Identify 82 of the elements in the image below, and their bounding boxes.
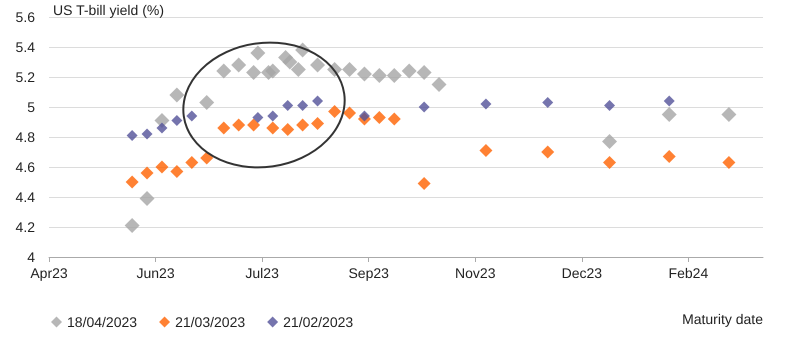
x-tick-label: Apr23 bbox=[30, 265, 68, 281]
point bbox=[170, 165, 184, 178]
y-tick-label: 4.8 bbox=[16, 129, 36, 145]
point bbox=[312, 96, 324, 106]
y-tick-label: 4.2 bbox=[16, 219, 36, 235]
point bbox=[722, 156, 736, 169]
point bbox=[290, 62, 306, 77]
point bbox=[140, 191, 155, 206]
point bbox=[281, 123, 294, 136]
point bbox=[662, 107, 677, 122]
point bbox=[199, 95, 214, 110]
y-tick-label: 5.6 bbox=[16, 9, 36, 25]
point bbox=[479, 144, 492, 157]
point bbox=[169, 88, 184, 102]
point bbox=[232, 118, 246, 132]
point bbox=[343, 106, 356, 120]
point bbox=[311, 117, 324, 130]
point bbox=[282, 54, 298, 70]
point bbox=[282, 100, 294, 111]
point bbox=[418, 177, 431, 190]
point bbox=[372, 68, 387, 83]
point bbox=[386, 68, 402, 83]
x-tick-label: Dec23 bbox=[562, 265, 602, 281]
point bbox=[252, 112, 264, 123]
point bbox=[664, 96, 675, 106]
point bbox=[247, 118, 260, 132]
point bbox=[388, 112, 401, 126]
point bbox=[246, 65, 262, 80]
point bbox=[542, 97, 554, 108]
point bbox=[155, 160, 168, 174]
point bbox=[480, 98, 492, 110]
y-tick-label: 4 bbox=[27, 249, 36, 265]
point bbox=[217, 122, 230, 134]
point bbox=[402, 64, 417, 78]
point bbox=[266, 122, 280, 134]
x-tick-label: Sep23 bbox=[348, 265, 390, 281]
point bbox=[372, 111, 386, 124]
point bbox=[267, 110, 278, 122]
point bbox=[297, 100, 308, 111]
legend-label: 21/02/2023 bbox=[283, 314, 354, 330]
x-tick-label: Feb24 bbox=[668, 265, 708, 281]
x-tick-label: Jun23 bbox=[136, 265, 175, 281]
y-tick-label: 5.2 bbox=[16, 69, 36, 85]
point bbox=[265, 64, 280, 78]
point bbox=[200, 152, 214, 164]
y-tick-label: 4.4 bbox=[16, 189, 36, 205]
y-tick-label: 5.4 bbox=[16, 39, 36, 55]
point bbox=[250, 46, 266, 60]
point bbox=[356, 66, 372, 82]
point bbox=[721, 107, 736, 122]
point bbox=[171, 115, 182, 126]
x-tick-label: Nov23 bbox=[455, 265, 496, 281]
point bbox=[231, 58, 246, 72]
point bbox=[140, 166, 154, 180]
y-tick-label: 4.6 bbox=[16, 159, 36, 175]
point bbox=[342, 62, 358, 77]
point bbox=[418, 102, 430, 112]
legend-label: 18/04/2023 bbox=[67, 314, 138, 330]
point bbox=[296, 118, 310, 132]
point bbox=[126, 176, 139, 188]
point bbox=[126, 130, 138, 141]
point bbox=[602, 134, 618, 149]
y-axis-title: US T-bill yield (%) bbox=[53, 2, 164, 18]
point bbox=[662, 150, 676, 163]
point bbox=[603, 156, 616, 169]
point bbox=[541, 146, 554, 158]
point bbox=[310, 58, 326, 72]
legend-label: 21/03/2023 bbox=[175, 314, 246, 330]
x-tick-label: Jul23 bbox=[245, 265, 280, 281]
point bbox=[185, 156, 198, 169]
x-axis-title: Maturity date bbox=[682, 311, 764, 327]
point bbox=[604, 100, 616, 111]
point bbox=[432, 77, 447, 92]
point bbox=[186, 110, 198, 122]
point bbox=[216, 64, 232, 78]
point bbox=[328, 105, 342, 118]
point bbox=[124, 218, 140, 233]
point bbox=[416, 65, 432, 80]
y-tick-label: 5 bbox=[27, 99, 36, 115]
point bbox=[358, 110, 370, 122]
point bbox=[142, 128, 153, 140]
point bbox=[156, 122, 168, 134]
